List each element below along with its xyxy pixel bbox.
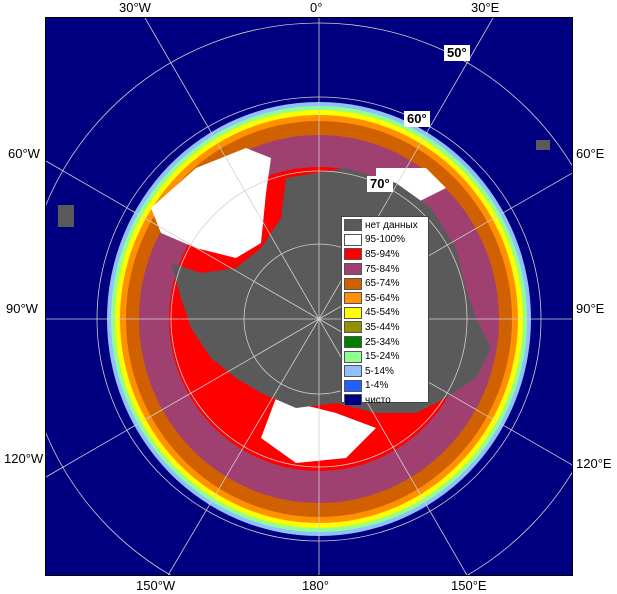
legend-swatch (344, 336, 362, 349)
legend-swatch (344, 219, 362, 232)
lat-label-60: 60° (404, 111, 430, 127)
legend-swatch (344, 248, 362, 261)
map-svg (46, 18, 572, 575)
lon-label-180: 180° (302, 578, 329, 593)
legend-label: 55-64% (365, 292, 400, 304)
lon-label-150e: 150°E (451, 578, 487, 593)
legend-item: 1-4% (344, 379, 426, 394)
legend: нет данных 95-100% 85-94% 75-84% 65-74% 55-64… (341, 216, 429, 407)
legend-label: 65-74% (365, 278, 400, 290)
ice-patch-ross (261, 398, 376, 463)
legend-item: 35-44% (344, 320, 426, 335)
legend-label: нет данных (365, 219, 418, 231)
legend-item: нет данных (344, 218, 426, 233)
legend-swatch (344, 350, 362, 363)
land-spot-kerguelen (536, 140, 550, 150)
lon-label-120e: 120°E (576, 456, 612, 471)
legend-label: 1-4% (365, 380, 389, 392)
lon-label-120w: 120°W (4, 451, 44, 466)
lon-label-150w: 150°W (136, 578, 176, 593)
legend-label: 95-100% (365, 234, 406, 246)
legend-item: 65-74% (344, 276, 426, 291)
legend-label: чисто (365, 394, 391, 406)
legend-swatch (344, 379, 362, 392)
lon-label-90e: 90°E (576, 301, 605, 316)
legend-swatch (344, 394, 362, 407)
legend-label: 25-34% (365, 336, 400, 348)
legend-item: чисто (344, 393, 426, 408)
sea-ice-map (45, 17, 573, 576)
legend-swatch (344, 233, 362, 246)
legend-swatch (344, 277, 362, 290)
lon-label-0: 0° (310, 0, 323, 15)
ice-patch-weddell (151, 148, 271, 258)
legend-swatch (344, 365, 362, 378)
lon-label-60w: 60°W (8, 146, 40, 161)
legend-swatch (344, 292, 362, 305)
lon-label-30e: 30°E (471, 0, 500, 15)
lat-label-70: 70° (367, 176, 393, 192)
lon-label-60e: 60°E (576, 146, 605, 161)
legend-item: 45-54% (344, 306, 426, 321)
legend-item: 55-64% (344, 291, 426, 306)
lat-label-50: 50° (444, 45, 470, 61)
legend-item: 95-100% (344, 233, 426, 248)
legend-label: 5-14% (365, 365, 394, 377)
legend-label: 35-44% (365, 321, 400, 333)
legend-label: 45-54% (365, 307, 400, 319)
legend-swatch (344, 263, 362, 276)
land-spot-south-america (58, 205, 74, 227)
legend-item: 25-34% (344, 335, 426, 350)
legend-label: 75-84% (365, 263, 400, 275)
legend-swatch (344, 321, 362, 334)
lon-label-90w: 90°W (6, 301, 38, 316)
legend-label: 85-94% (365, 248, 400, 260)
legend-item: 75-84% (344, 262, 426, 277)
legend-item: 85-94% (344, 247, 426, 262)
legend-item: 15-24% (344, 349, 426, 364)
legend-label: 15-24% (365, 351, 400, 363)
legend-item: 5-14% (344, 364, 426, 379)
legend-swatch (344, 306, 362, 319)
lon-label-30w: 30°W (119, 0, 151, 15)
